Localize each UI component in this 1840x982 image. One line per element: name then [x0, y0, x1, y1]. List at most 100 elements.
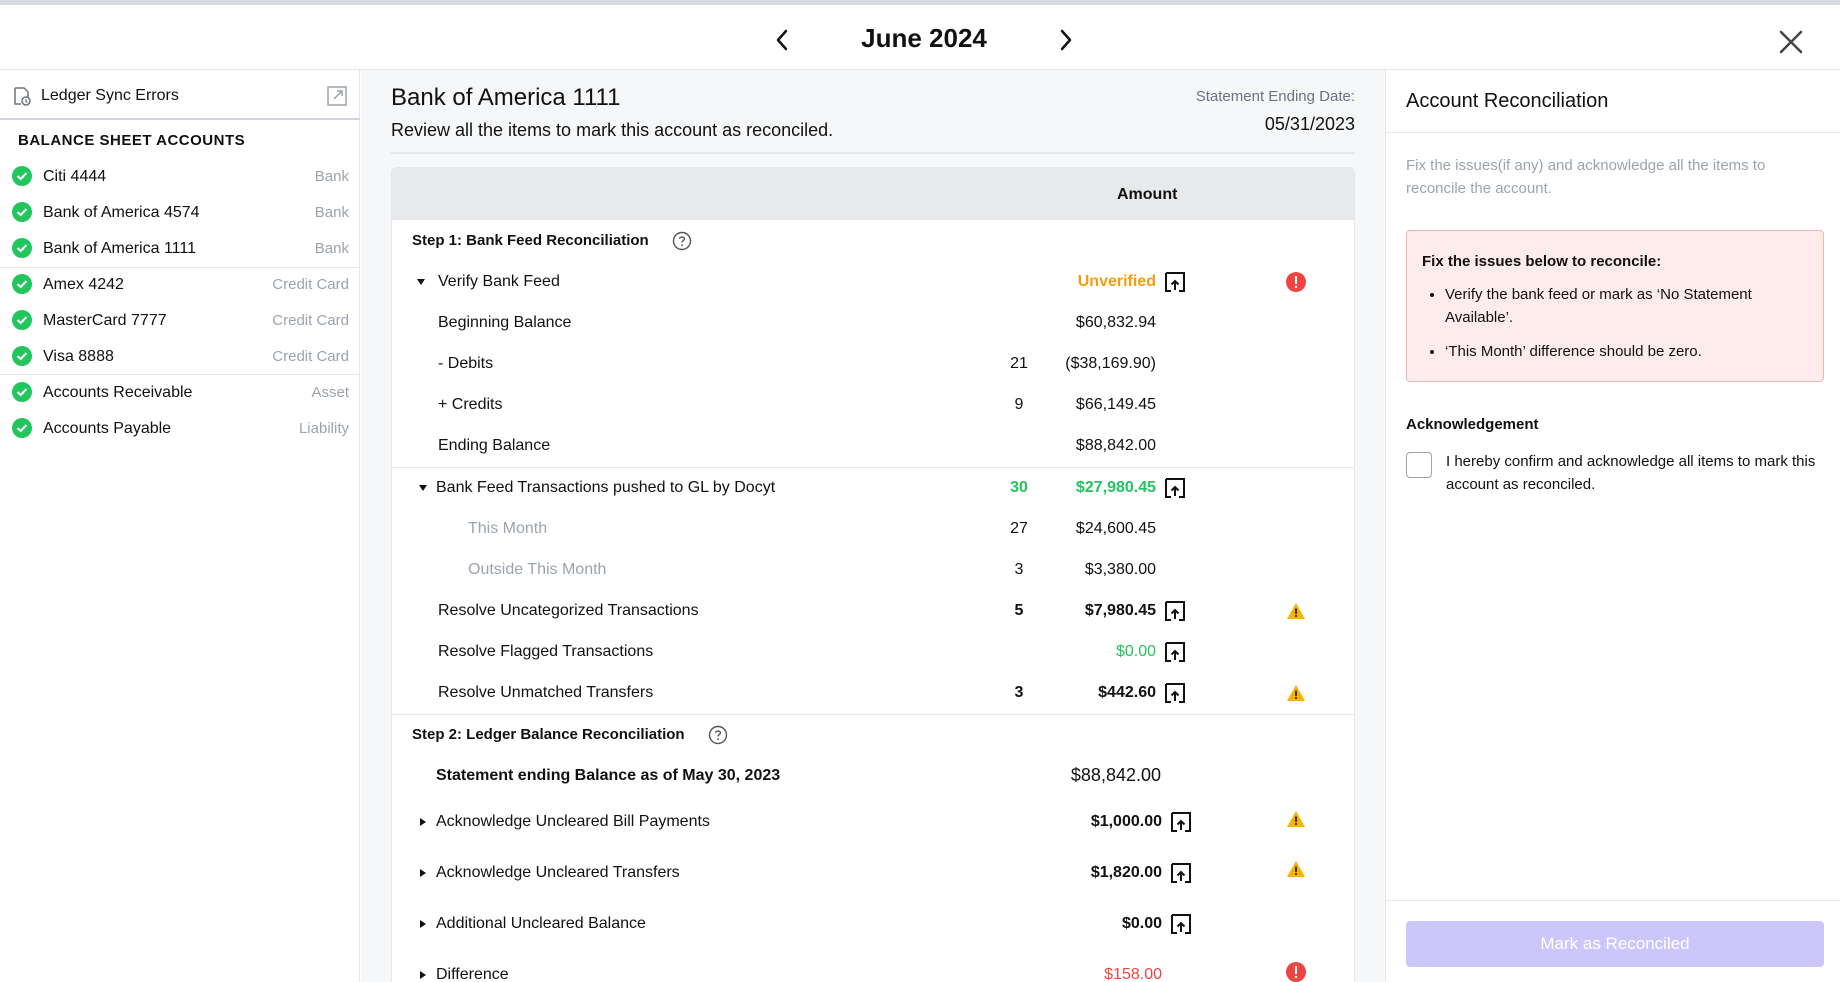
debits-row: - Debits 21 ($38,169.90) — [392, 343, 1354, 384]
difference-value: $158.00 — [1104, 966, 1162, 982]
outside-this-month-row: Outside This Month 3 $3,380.00 — [392, 549, 1354, 590]
check-circle-icon — [12, 238, 32, 258]
open-detail-icon[interactable] — [1170, 862, 1192, 884]
account-type: Credit Card — [272, 348, 349, 365]
credits-label: + Credits — [438, 396, 503, 413]
accounts-sidebar: Ledger Sync Errors BALANCE SHEET ACCOUNT… — [0, 70, 360, 982]
caret-right-icon[interactable] — [418, 970, 428, 980]
chevron-left-icon[interactable] — [770, 25, 794, 55]
account-item-visa-8888[interactable]: Visa 8888 Credit Card — [0, 338, 360, 374]
uncleared-transfers-label: Acknowledge Uncleared Transfers — [436, 864, 680, 881]
pushed-transactions-count: 30 — [1010, 479, 1028, 496]
step2-header-row: Step 2: Ledger Balance Reconciliation — [392, 714, 1354, 755]
warning-icon — [1287, 685, 1305, 701]
this-month-row: This Month 27 $24,600.45 — [392, 508, 1354, 549]
pushed-transactions-row[interactable]: Bank Feed Transactions pushed to GL by D… — [392, 467, 1354, 508]
ledger-sync-errors-row[interactable]: Ledger Sync Errors — [0, 70, 360, 120]
external-link-icon[interactable] — [326, 85, 348, 107]
panel-title: Account Reconciliation — [1406, 90, 1609, 112]
open-detail-icon[interactable] — [1164, 682, 1186, 704]
uncategorized-row[interactable]: Resolve Uncategorized Transactions 5 $7,… — [392, 590, 1354, 631]
account-item-citi-4444[interactable]: Citi 4444 Bank — [0, 158, 360, 194]
flagged-row[interactable]: Resolve Flagged Transactions $0.00 — [392, 631, 1354, 672]
uncleared-bill-payments-label: Acknowledge Uncleared Bill Payments — [436, 813, 710, 830]
account-title: Bank of America 1111 — [391, 84, 621, 111]
open-detail-icon[interactable] — [1164, 477, 1186, 499]
check-circle-icon — [12, 418, 32, 438]
open-detail-icon[interactable] — [1170, 811, 1192, 833]
difference-row[interactable]: Difference $158.00 — [392, 954, 1354, 982]
credits-value: $66,149.45 — [1075, 396, 1156, 413]
debits-label: - Debits — [438, 355, 494, 372]
statement-ending-date: 05/31/2023 — [1264, 114, 1355, 134]
statement-balance-value: $88,842.00 — [1070, 765, 1161, 785]
close-icon[interactable] — [1776, 27, 1806, 57]
caret-down-icon[interactable] — [418, 483, 428, 493]
caret-right-icon[interactable] — [418, 919, 428, 929]
reconciliation-table: Amount Step 1: Bank Feed Reconciliation … — [391, 167, 1355, 982]
verify-bank-feed-label: Verify Bank Feed — [438, 273, 560, 290]
statement-balance-label: Statement ending Balance as of May 30, 2… — [436, 767, 781, 784]
month-header: June 2024 — [0, 5, 1840, 70]
open-detail-icon[interactable] — [1164, 641, 1186, 663]
mark-as-reconciled-button[interactable]: Mark as Reconciled — [1406, 921, 1824, 967]
warning-icon — [1287, 603, 1305, 619]
issues-list: Verify the bank feed or mark as ‘No Stat… — [1445, 283, 1805, 374]
account-item-bank-of-america-4574[interactable]: Bank of America 4574 Bank — [0, 194, 360, 230]
help-circle-icon[interactable] — [672, 231, 692, 251]
account-item-accounts-payable[interactable]: Accounts Payable Liability — [0, 410, 360, 446]
account-item-accounts-receivable[interactable]: Accounts Receivable Asset — [0, 374, 360, 410]
account-name: Citi 4444 — [43, 168, 107, 185]
verify-bank-feed-row[interactable]: Verify Bank Feed Unverified — [392, 261, 1354, 302]
check-circle-icon — [12, 382, 32, 402]
account-item-amex-4242[interactable]: Amex 4242 Credit Card — [0, 266, 360, 302]
panel-description: Fix the issues(if any) and acknowledge a… — [1406, 157, 1766, 197]
caret-right-icon[interactable] — [418, 868, 428, 878]
sync-error-icon — [14, 87, 31, 106]
divider — [391, 152, 1355, 154]
account-item-bank-of-america-1111[interactable]: Bank of America 1111 Bank — [0, 230, 360, 266]
caret-down-icon[interactable] — [416, 277, 426, 287]
account-type: Credit Card — [272, 312, 349, 329]
pushed-transactions-value: $27,980.45 — [1075, 479, 1156, 496]
ending-balance-value: $88,842.00 — [1075, 437, 1156, 454]
beginning-balance-label: Beginning Balance — [438, 314, 572, 331]
unmatched-transfers-row[interactable]: Resolve Unmatched Transfers 3 $442.60 — [392, 672, 1354, 713]
debits-value: ($38,169.90) — [1065, 355, 1156, 372]
row-divider — [392, 467, 1354, 468]
issue-item: Verify the bank feed or mark as ‘No Stat… — [1445, 283, 1805, 329]
chevron-right-icon[interactable] — [1054, 25, 1078, 55]
issue-item: ‘This Month’ difference should be zero. — [1445, 340, 1805, 363]
error-icon — [1286, 962, 1306, 982]
check-circle-icon — [12, 346, 32, 366]
pushed-transactions-label: Bank Feed Transactions pushed to GL by D… — [436, 479, 776, 496]
outside-this-month-label: Outside This Month — [468, 561, 607, 578]
acknowledge-checkbox[interactable] — [1406, 452, 1432, 478]
help-circle-icon[interactable] — [708, 725, 728, 745]
acknowledge-text: I hereby confirm and acknowledge all ite… — [1446, 453, 1816, 493]
uncleared-transfers-row[interactable]: Acknowledge Uncleared Transfers $1,820.0… — [392, 852, 1354, 893]
verify-status: Unverified — [1077, 273, 1156, 290]
unmatched-transfers-count: 3 — [1014, 684, 1024, 701]
uncategorized-value: $7,980.45 — [1084, 602, 1156, 619]
open-detail-icon[interactable] — [1170, 913, 1192, 935]
check-circle-icon — [12, 166, 32, 186]
uncategorized-count: 5 — [1014, 602, 1024, 619]
window-top-edge — [0, 0, 1840, 5]
reconciliation-main: Bank of America 1111 Review all the item… — [361, 70, 1385, 982]
flagged-label: Resolve Flagged Transactions — [438, 643, 654, 660]
error-icon — [1286, 272, 1306, 292]
account-name: Visa 8888 — [43, 348, 114, 365]
unmatched-transfers-label: Resolve Unmatched Transfers — [438, 684, 654, 701]
account-name: Amex 4242 — [43, 276, 124, 293]
ledger-sync-errors-label: Ledger Sync Errors — [41, 87, 179, 104]
account-item-mastercard-7777[interactable]: MasterCard 7777 Credit Card — [0, 302, 360, 338]
account-reconciliation-panel: Account Reconciliation Fix the issues(if… — [1385, 70, 1840, 982]
open-detail-icon[interactable] — [1164, 600, 1186, 622]
open-detail-icon[interactable] — [1164, 271, 1186, 293]
additional-uncleared-row[interactable]: Additional Uncleared Balance $0.00 — [392, 903, 1354, 944]
row-divider — [392, 714, 1354, 715]
account-type: Bank — [314, 204, 349, 221]
caret-right-icon[interactable] — [418, 817, 428, 827]
uncleared-bill-payments-row[interactable]: Acknowledge Uncleared Bill Payments $1,0… — [392, 801, 1354, 842]
